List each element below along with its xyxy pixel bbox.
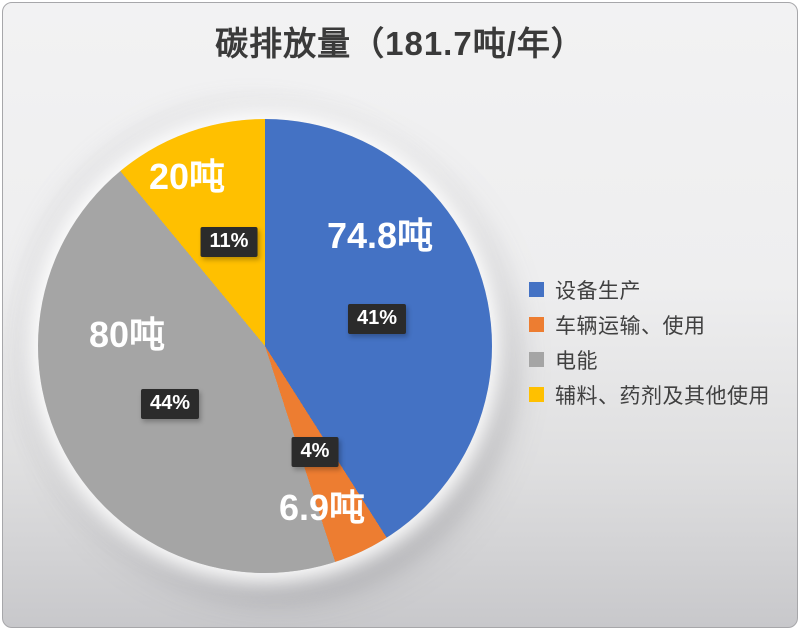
legend-swatch (529, 387, 544, 402)
slice-value-label-equipment: 74.8吨 (326, 215, 434, 256)
slice-percent-badge-electricity: 44% (140, 389, 200, 419)
legend-label: 电能 (555, 349, 598, 373)
slice-percent-badge-vehicles: 4% (291, 437, 339, 467)
slice-percent-badge-auxiliary: 11% (200, 227, 258, 257)
legend-label: 辅料、药剂及其他使用 (555, 384, 770, 408)
chart-title: 碳排放量（181.7吨/年） (215, 25, 585, 62)
slice-value-label-vehicles: 6.9吨 (278, 487, 366, 528)
legend-item-equipment: 设备生产 (529, 272, 770, 307)
legend-item-electricity: 电能 (529, 342, 770, 377)
chart-legend: 设备生产 车辆运输、使用 电能 辅料、药剂及其他使用 (529, 272, 770, 412)
legend-item-vehicles: 车辆运输、使用 (529, 307, 770, 342)
pie-chart (38, 119, 492, 573)
slice-value-label-auxiliary: 20吨 (148, 156, 226, 197)
legend-swatch (529, 352, 544, 367)
slice-percent-badge-equipment: 41% (347, 304, 407, 334)
legend-swatch (529, 317, 544, 332)
legend-swatch (529, 282, 544, 297)
legend-label: 车辆运输、使用 (555, 314, 706, 338)
slice-value-label-electricity: 80吨 (88, 314, 166, 355)
legend-label: 设备生产 (555, 279, 641, 303)
legend-item-auxiliary: 辅料、药剂及其他使用 (529, 377, 770, 412)
